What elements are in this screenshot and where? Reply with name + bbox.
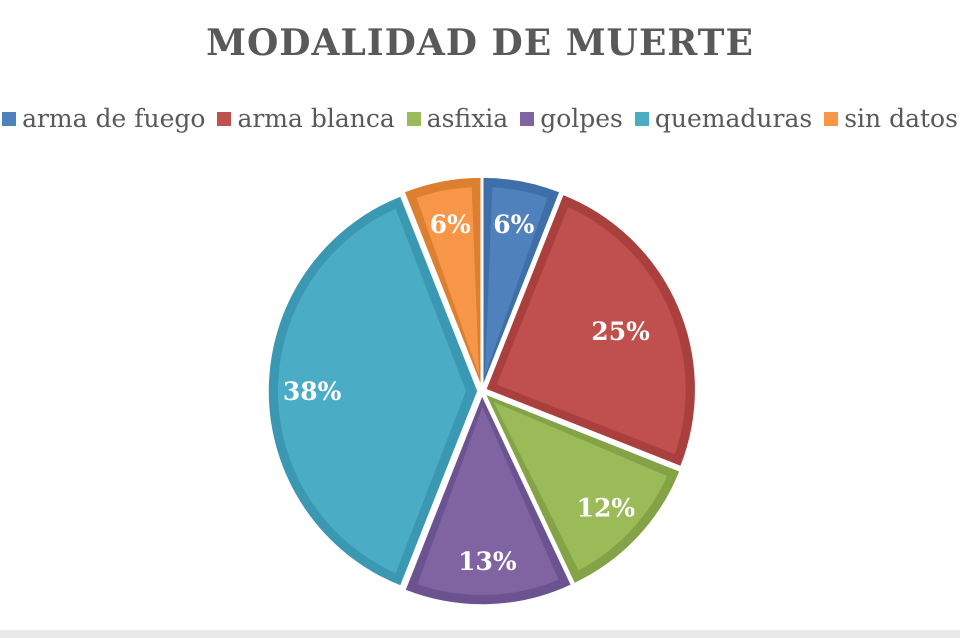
legend-item: quemaduras	[634, 104, 813, 133]
pie-slice-inner	[493, 401, 668, 571]
pie-slice-inner	[496, 207, 686, 455]
legend-label: asfixia	[426, 104, 509, 133]
data-label: 38%	[283, 377, 342, 406]
legend-label: golpes	[540, 104, 623, 133]
legend-item: arma blanca	[217, 104, 395, 133]
legend-label: sin datos	[844, 104, 958, 133]
data-label: 6%	[493, 210, 534, 239]
pie-slice-inner	[416, 187, 480, 376]
legend: arma de fuego arma blanca asfixia golpes que…	[0, 104, 960, 133]
bottom-divider	[0, 630, 960, 638]
chart-title: MODALIDAD DE MUERTE	[206, 22, 754, 64]
legend-swatch	[520, 111, 535, 126]
legend-label: quemaduras	[654, 104, 813, 133]
data-label: 12%	[577, 493, 636, 522]
pie-slice-quemaduras	[267, 194, 479, 588]
data-label: 13%	[458, 547, 517, 576]
data-label: 25%	[591, 317, 650, 346]
legend-swatch	[217, 111, 232, 126]
pie-slice-sin-datos	[402, 176, 482, 388]
pie-slice-arma-de-fuego	[482, 176, 562, 388]
data-label: 6%	[430, 210, 471, 239]
legend-item: sin datos	[824, 104, 958, 133]
legend-label: arma de fuego	[22, 104, 206, 133]
pie-slice-inner	[278, 208, 466, 574]
pie-slice-arma-blanca	[484, 193, 697, 468]
legend-swatch	[2, 111, 17, 126]
legend-swatch	[406, 111, 421, 126]
pie-slice-golpes	[403, 393, 573, 606]
legend-swatch	[824, 111, 839, 126]
pie-slice-inner	[417, 406, 559, 595]
pie-slice-asfixia	[483, 392, 682, 585]
legend-label: arma blanca	[237, 104, 395, 133]
legend-item: arma de fuego	[2, 104, 205, 133]
legend-swatch	[634, 111, 649, 126]
pie-slice-inner	[484, 187, 548, 376]
legend-item: asfixia	[406, 104, 509, 133]
legend-item: golpes	[520, 104, 623, 133]
